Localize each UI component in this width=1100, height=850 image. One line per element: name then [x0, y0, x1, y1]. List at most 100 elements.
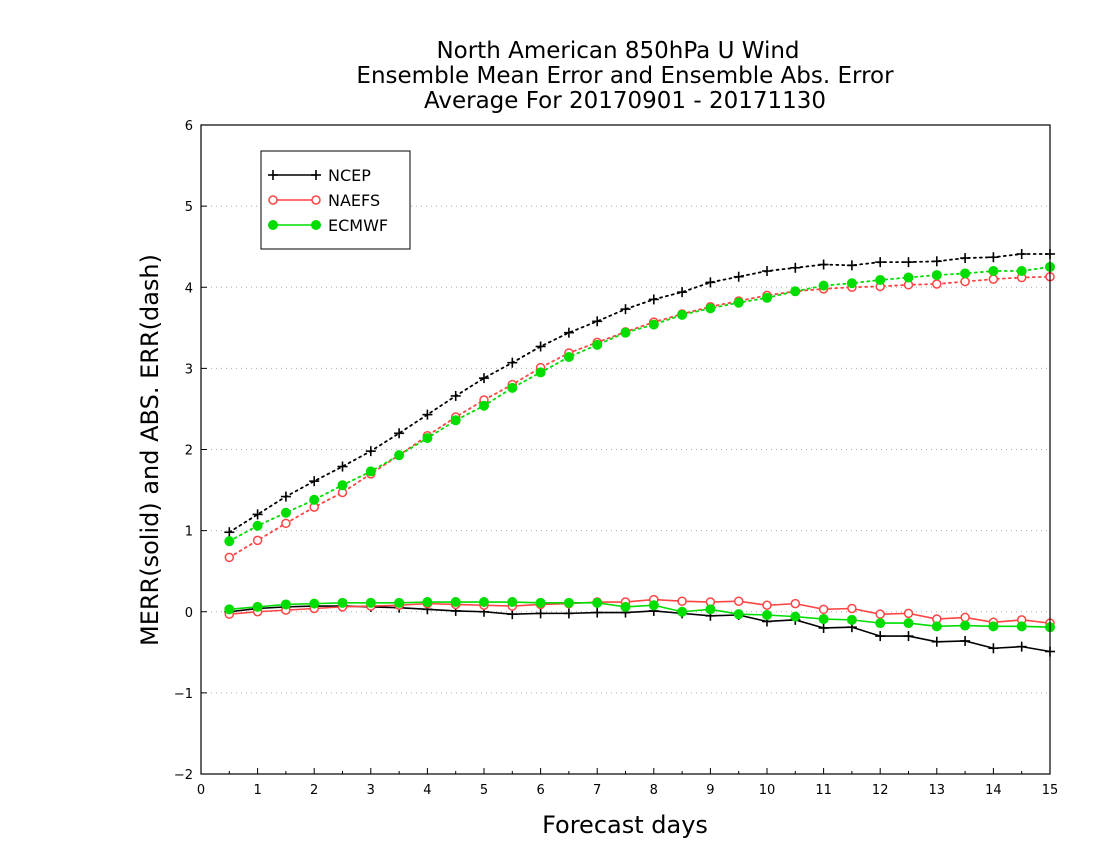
- x-axis-label: Forecast days: [542, 811, 708, 839]
- line-naefs-abs-err: [228, 275, 1051, 559]
- grid: [201, 205, 1050, 694]
- point-ecmwf-abs-err: [592, 339, 603, 350]
- point-ecmwf-merr: [903, 618, 914, 629]
- point-ecmwf-abs-err: [931, 270, 942, 281]
- point-ecmwf-merr: [762, 609, 772, 620]
- point-ecmwf-abs-err: [252, 520, 263, 531]
- point-ncep-abs-err: [507, 357, 518, 368]
- point-ecmwf-abs-err: [733, 297, 744, 308]
- point-ecmwf-merr: [479, 597, 489, 608]
- title-line-1: North American 850hPa U Wind: [436, 38, 799, 64]
- point-ecmwf-merr: [733, 609, 744, 620]
- point-ecmwf-merr: [988, 621, 999, 632]
- legend-item-ecmwf: ECMWF: [268, 216, 388, 235]
- point-naefs-abs-err: [960, 276, 970, 287]
- point-ncep-merr: [592, 607, 603, 618]
- point-ecmwf-abs-err: [479, 400, 489, 411]
- y-tick-label-1: 1: [185, 525, 193, 540]
- series-ncep: [224, 248, 1055, 657]
- point-ncep-abs-err: [620, 304, 631, 315]
- point-ecmwf-merr: [280, 599, 291, 610]
- x-tick-label-12: 12: [872, 783, 889, 798]
- point-ecmwf-abs-err: [677, 309, 688, 320]
- point-ncep-abs-err: [394, 428, 405, 439]
- point-ecmwf-abs-err: [705, 303, 716, 314]
- point-ncep-abs-err: [224, 527, 235, 538]
- y-tick-label-4: 4: [185, 281, 193, 296]
- legend-label-ecmwf: ECMWF: [328, 216, 388, 235]
- point-ecmwf-merr: [507, 597, 518, 608]
- point-ecmwf-abs-err: [903, 272, 914, 283]
- point-ecmwf-merr: [648, 600, 659, 611]
- y-tick-label-5: 5: [185, 200, 193, 215]
- point-ecmwf-abs-err: [337, 480, 348, 491]
- point-ecmwf-merr: [1016, 621, 1027, 632]
- point-ecmwf-abs-err: [422, 433, 433, 444]
- point-ncep-merr: [563, 608, 574, 619]
- legend-marker-right-ecmwf: [311, 220, 321, 230]
- point-naefs-merr: [903, 608, 914, 619]
- point-ecmwf-merr: [592, 597, 603, 608]
- point-ecmwf-merr: [931, 621, 942, 632]
- point-ecmwf-merr: [422, 597, 433, 608]
- point-ecmwf-abs-err: [280, 507, 291, 518]
- legend-item-naefs: NAEFS: [268, 191, 380, 210]
- point-ecmwf-merr: [563, 597, 574, 608]
- x-tick-label-10: 10: [759, 783, 776, 798]
- point-ecmwf-abs-err: [790, 286, 801, 297]
- point-ncep-abs-err: [705, 277, 716, 288]
- point-ecmwf-abs-err: [620, 327, 631, 338]
- point-naefs-merr: [960, 612, 970, 623]
- point-ecmwf-abs-err: [394, 450, 405, 461]
- point-ncep-abs-err: [280, 491, 291, 502]
- point-ncep-merr: [875, 631, 886, 642]
- point-ecmwf-merr: [705, 604, 716, 615]
- y-tick-label-0: 0: [185, 606, 193, 621]
- point-naefs-abs-err: [988, 274, 999, 284]
- point-ecmwf-abs-err: [648, 319, 659, 330]
- point-ecmwf-abs-err: [450, 415, 461, 426]
- series-naefs: [224, 271, 1055, 628]
- point-naefs-merr: [733, 596, 744, 606]
- point-ecmwf-abs-err: [535, 367, 546, 378]
- point-naefs-merr: [677, 596, 687, 606]
- point-naefs-merr: [762, 600, 772, 611]
- legend-label-naefs: NAEFS: [328, 191, 380, 210]
- point-ecmwf-abs-err: [875, 274, 886, 285]
- point-naefs-abs-err: [252, 535, 263, 546]
- legend-label-ncep: NCEP: [328, 166, 371, 185]
- point-naefs-merr: [847, 603, 857, 614]
- line-ncep-abs-err: [228, 253, 1051, 534]
- point-ncep-abs-err: [960, 253, 971, 264]
- point-ecmwf-merr: [450, 597, 461, 608]
- point-ncep-abs-err: [790, 262, 801, 273]
- y-tick-label-2: 2: [185, 444, 193, 459]
- y-tick-label--2: −2: [174, 768, 193, 783]
- point-naefs-merr: [875, 609, 885, 619]
- point-ecmwf-merr: [818, 614, 829, 625]
- point-ncep-abs-err: [762, 266, 772, 277]
- x-tick-label-15: 15: [1042, 783, 1059, 798]
- x-tick-label-9: 9: [706, 783, 714, 798]
- legend-marker-right-ncep: [311, 170, 321, 180]
- legend-marker-right-naefs: [311, 195, 321, 205]
- legend-marker-left-ncep: [268, 170, 278, 180]
- point-ecmwf-merr: [620, 601, 631, 612]
- x-tick-label-2: 2: [310, 783, 318, 798]
- point-ncep-merr: [818, 622, 829, 633]
- point-ncep-abs-err: [875, 257, 886, 268]
- point-ecmwf-abs-err: [365, 466, 376, 477]
- legend: NCEP NAEFS ECMWF: [260, 150, 411, 250]
- point-ecmwf-abs-err: [224, 536, 235, 547]
- point-ncep-abs-err: [592, 316, 603, 327]
- x-tick-label-11: 11: [815, 783, 832, 798]
- point-ncep-abs-err: [677, 287, 688, 298]
- chart-title: North American 850hPa U Wind Ensemble Me…: [356, 38, 894, 114]
- line-ncep-merr: [229, 605, 1051, 653]
- point-ncep-abs-err: [846, 260, 857, 271]
- point-ncep-merr: [507, 609, 518, 620]
- point-naefs-abs-err: [224, 552, 235, 563]
- point-ecmwf-abs-err: [309, 494, 320, 505]
